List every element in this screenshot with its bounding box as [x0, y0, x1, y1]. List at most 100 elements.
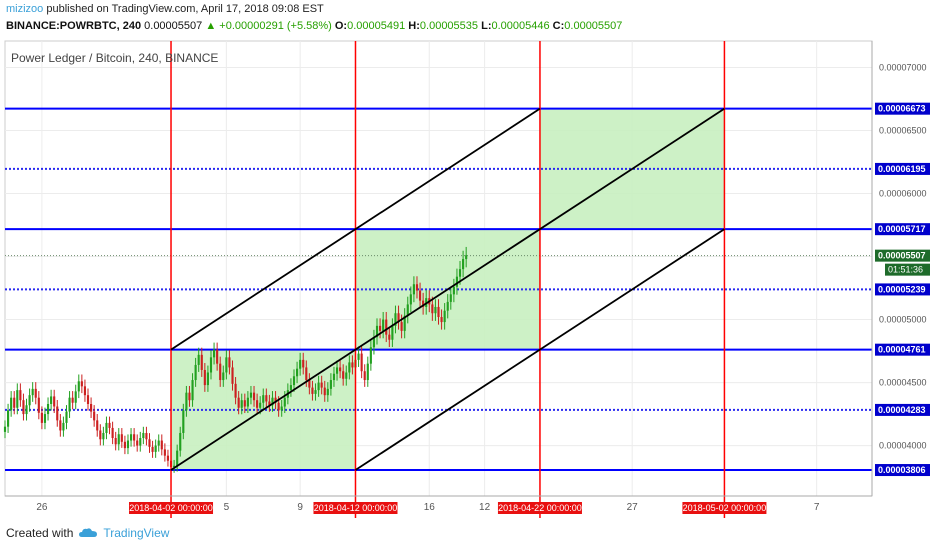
- candle: [237, 397, 240, 408]
- candle: [19, 390, 22, 401]
- candle: [418, 290, 422, 301]
- high-label: H:: [408, 20, 420, 32]
- date-badge: [129, 502, 214, 514]
- level-badge-label: 0.00006195: [878, 164, 926, 174]
- candle: [302, 359, 305, 368]
- candle: [22, 400, 25, 415]
- candle: [212, 349, 216, 358]
- publish-info: mizizoo published on TradingView.com, Ap…: [6, 3, 324, 15]
- candle: [108, 422, 111, 428]
- candle: [188, 392, 191, 401]
- candle: [222, 372, 225, 381]
- level-badge-label: 0.00005717: [878, 224, 926, 234]
- candle: [372, 337, 376, 348]
- last-price-badge: [875, 249, 930, 262]
- candle: [157, 440, 160, 446]
- level-badge: [875, 162, 930, 175]
- candle: [443, 310, 446, 323]
- level-badge: [875, 102, 930, 115]
- candle: [391, 325, 394, 340]
- candle: [256, 400, 259, 408]
- candle: [90, 403, 93, 412]
- candle: [394, 313, 397, 326]
- candle: [206, 372, 209, 386]
- candle: [114, 438, 117, 445]
- tradingview-link[interactable]: TradingView: [103, 526, 170, 540]
- date-badge: [497, 502, 582, 514]
- candle: [176, 450, 179, 466]
- candle: [431, 304, 434, 314]
- candle: [111, 427, 114, 439]
- candle: [434, 306, 437, 314]
- candle: [77, 381, 80, 392]
- candle: [462, 259, 465, 270]
- candle: [446, 301, 449, 311]
- price-change: ▲ +0.00000291 (+5.58%): [205, 20, 332, 32]
- candle: [299, 359, 302, 369]
- y-tick-label: 0.00006500: [879, 125, 927, 135]
- channel-line: [354, 228, 725, 471]
- candle: [136, 440, 139, 446]
- level-badge: [875, 403, 930, 416]
- channel-line: [170, 107, 541, 351]
- last-price-badge-label: 0.00005507: [878, 251, 926, 261]
- created-with-label: Created with: [6, 526, 74, 540]
- candle: [369, 347, 372, 364]
- open-label: O:: [334, 20, 348, 32]
- candle: [240, 400, 243, 408]
- candle: [335, 367, 339, 374]
- candle: [53, 396, 56, 407]
- candle: [86, 395, 90, 404]
- candle: [142, 432, 145, 439]
- candle: [366, 363, 369, 381]
- candle: [197, 354, 200, 365]
- candle: [283, 397, 286, 407]
- candle: [145, 432, 148, 440]
- level-badge: [875, 343, 930, 356]
- candle: [317, 382, 320, 391]
- candle: [68, 397, 71, 412]
- candle: [139, 438, 142, 446]
- candle: [31, 388, 34, 396]
- date-badge-label: 2018-04-22 00:00:00: [498, 503, 582, 513]
- publish-text: published on TradingView.com, April 17, …: [43, 3, 324, 15]
- candle: [332, 373, 336, 381]
- date-badge-label: 2018-04-02 00:00:00: [129, 503, 213, 513]
- low-value: 0.00005446: [491, 20, 550, 32]
- candle: [179, 432, 182, 451]
- candle: [289, 385, 293, 391]
- candle: [262, 395, 265, 403]
- level-badge-label: 0.00004761: [878, 345, 926, 355]
- countdown-badge: [885, 263, 930, 276]
- candle: [154, 445, 157, 452]
- candle: [209, 357, 213, 373]
- candle: [326, 388, 329, 396]
- candle: [28, 395, 31, 406]
- candle: [182, 410, 185, 433]
- candle: [382, 319, 385, 331]
- candle: [56, 406, 59, 421]
- candle: [397, 313, 400, 323]
- footer: Created with TradingView: [6, 526, 169, 540]
- candle: [363, 371, 366, 381]
- candle: [246, 397, 249, 407]
- high-value: 0.00005535: [419, 20, 479, 32]
- author-name[interactable]: mizizoo: [6, 3, 44, 15]
- candle: [151, 446, 154, 452]
- candle: [323, 387, 326, 396]
- candle: [160, 440, 163, 450]
- candle: [465, 255, 468, 260]
- candle: [96, 420, 99, 431]
- candle: [194, 364, 197, 381]
- candle: [6, 410, 10, 427]
- candle: [25, 405, 28, 415]
- candle: [203, 369, 206, 386]
- candle: [200, 354, 203, 370]
- candle: [185, 392, 188, 411]
- candle: [252, 392, 256, 401]
- candle: [50, 396, 53, 404]
- y-tick-label: 0.00004000: [879, 441, 927, 451]
- x-tick-label: 12: [479, 502, 491, 513]
- candle: [93, 411, 96, 421]
